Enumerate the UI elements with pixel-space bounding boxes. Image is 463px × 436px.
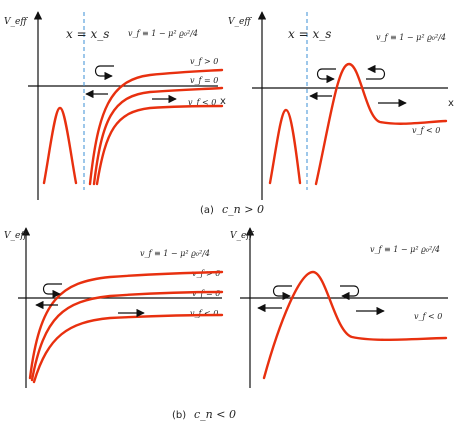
caption-b-tag: (b) bbox=[172, 410, 186, 421]
x-axis-label: x bbox=[448, 98, 454, 109]
ylabel: V_eff bbox=[228, 17, 252, 27]
panel-a-right: V_eff x = x_s v_f ≡ 1 − μ² ϱ₀²/4 v_f < 0… bbox=[228, 11, 454, 200]
curve-vf-neg bbox=[95, 104, 224, 186]
barrier-curve bbox=[314, 62, 448, 186]
barrier-curve bbox=[262, 270, 448, 380]
vf-neg-label: v_f < 0 bbox=[412, 126, 440, 135]
vf-neg-label: v_f < 0 bbox=[188, 98, 216, 107]
reflect-arrow-right bbox=[340, 285, 360, 301]
vf-neg-label: v_f < 0 bbox=[190, 309, 218, 318]
caption-b-cond: c_n < 0 bbox=[194, 408, 236, 421]
curve-vf-pos bbox=[88, 68, 224, 186]
vf-zero-label: v_f = 0 bbox=[192, 289, 220, 298]
x-axis-label: x bbox=[220, 96, 226, 107]
panel-b-right: V_eff v_f ≡ 1 − μ² ϱ₀²/4 v_f < 0 bbox=[230, 227, 448, 388]
formula: v_f ≡ 1 − μ² ϱ₀²/4 bbox=[140, 249, 210, 258]
panel-a-left: V_eff x = x_s v_f ≡ 1 − μ² ϱ₀²/4 v_f > 0… bbox=[4, 11, 226, 200]
formula: v_f ≡ 1 − μ² ϱ₀²/4 bbox=[370, 245, 440, 254]
caption-a-tag: (a) bbox=[200, 205, 214, 216]
xs-label: x = x_s bbox=[288, 27, 331, 41]
formula: v_f ≡ 1 − μ² ϱ₀²/4 bbox=[128, 29, 198, 38]
curve-vf-zero bbox=[30, 290, 224, 382]
reflect-arrow bbox=[94, 65, 114, 81]
reflect-arrow-right bbox=[366, 64, 386, 80]
caption-a-cond: c_n > 0 bbox=[222, 203, 264, 216]
ylabel: V_eff bbox=[4, 17, 28, 27]
panel-b-left: V_eff v_f ≡ 1 − μ² ϱ₀²/4 v_f > 0 v_f = 0… bbox=[4, 227, 224, 388]
reflect-arrow-left bbox=[272, 285, 292, 301]
ylabel: V_eff bbox=[4, 231, 28, 241]
vf-neg-label: v_f < 0 bbox=[414, 312, 442, 321]
left-barrier-curve bbox=[268, 108, 302, 185]
curve-vf-zero bbox=[92, 86, 224, 186]
ylabel: V_eff bbox=[230, 231, 254, 241]
xs-label: x = x_s bbox=[66, 27, 109, 41]
left-barrier-curve bbox=[42, 106, 78, 185]
reflect-arrow-left bbox=[316, 68, 336, 84]
curve-vf-pos bbox=[28, 270, 224, 380]
formula: v_f ≡ 1 − μ² ϱ₀²/4 bbox=[376, 33, 446, 42]
curve-vf-neg bbox=[32, 313, 224, 384]
vf-pos-label: v_f > 0 bbox=[190, 57, 218, 66]
vf-zero-label: v_f = 0 bbox=[190, 76, 218, 85]
reflect-arrow bbox=[42, 283, 62, 299]
